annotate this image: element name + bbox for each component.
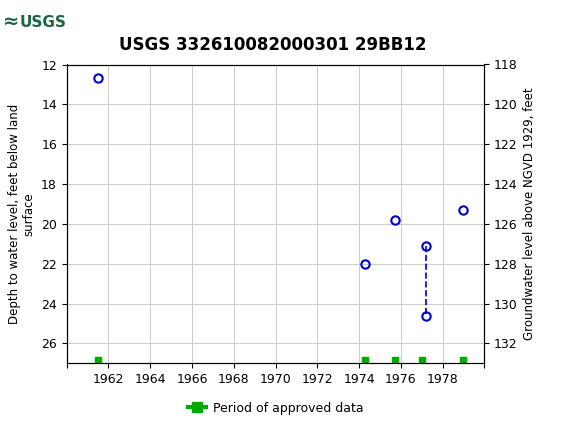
Text: USGS 332610082000301 29BB12: USGS 332610082000301 29BB12: [119, 36, 426, 54]
Text: USGS: USGS: [20, 15, 67, 30]
Text: ≈: ≈: [3, 12, 20, 31]
Y-axis label: Depth to water level, feet below land
surface: Depth to water level, feet below land su…: [8, 104, 35, 324]
FancyBboxPatch shape: [6, 4, 81, 41]
Legend: Period of approved data: Period of approved data: [183, 397, 368, 420]
Y-axis label: Groundwater level above NGVD 1929, feet: Groundwater level above NGVD 1929, feet: [523, 88, 536, 340]
